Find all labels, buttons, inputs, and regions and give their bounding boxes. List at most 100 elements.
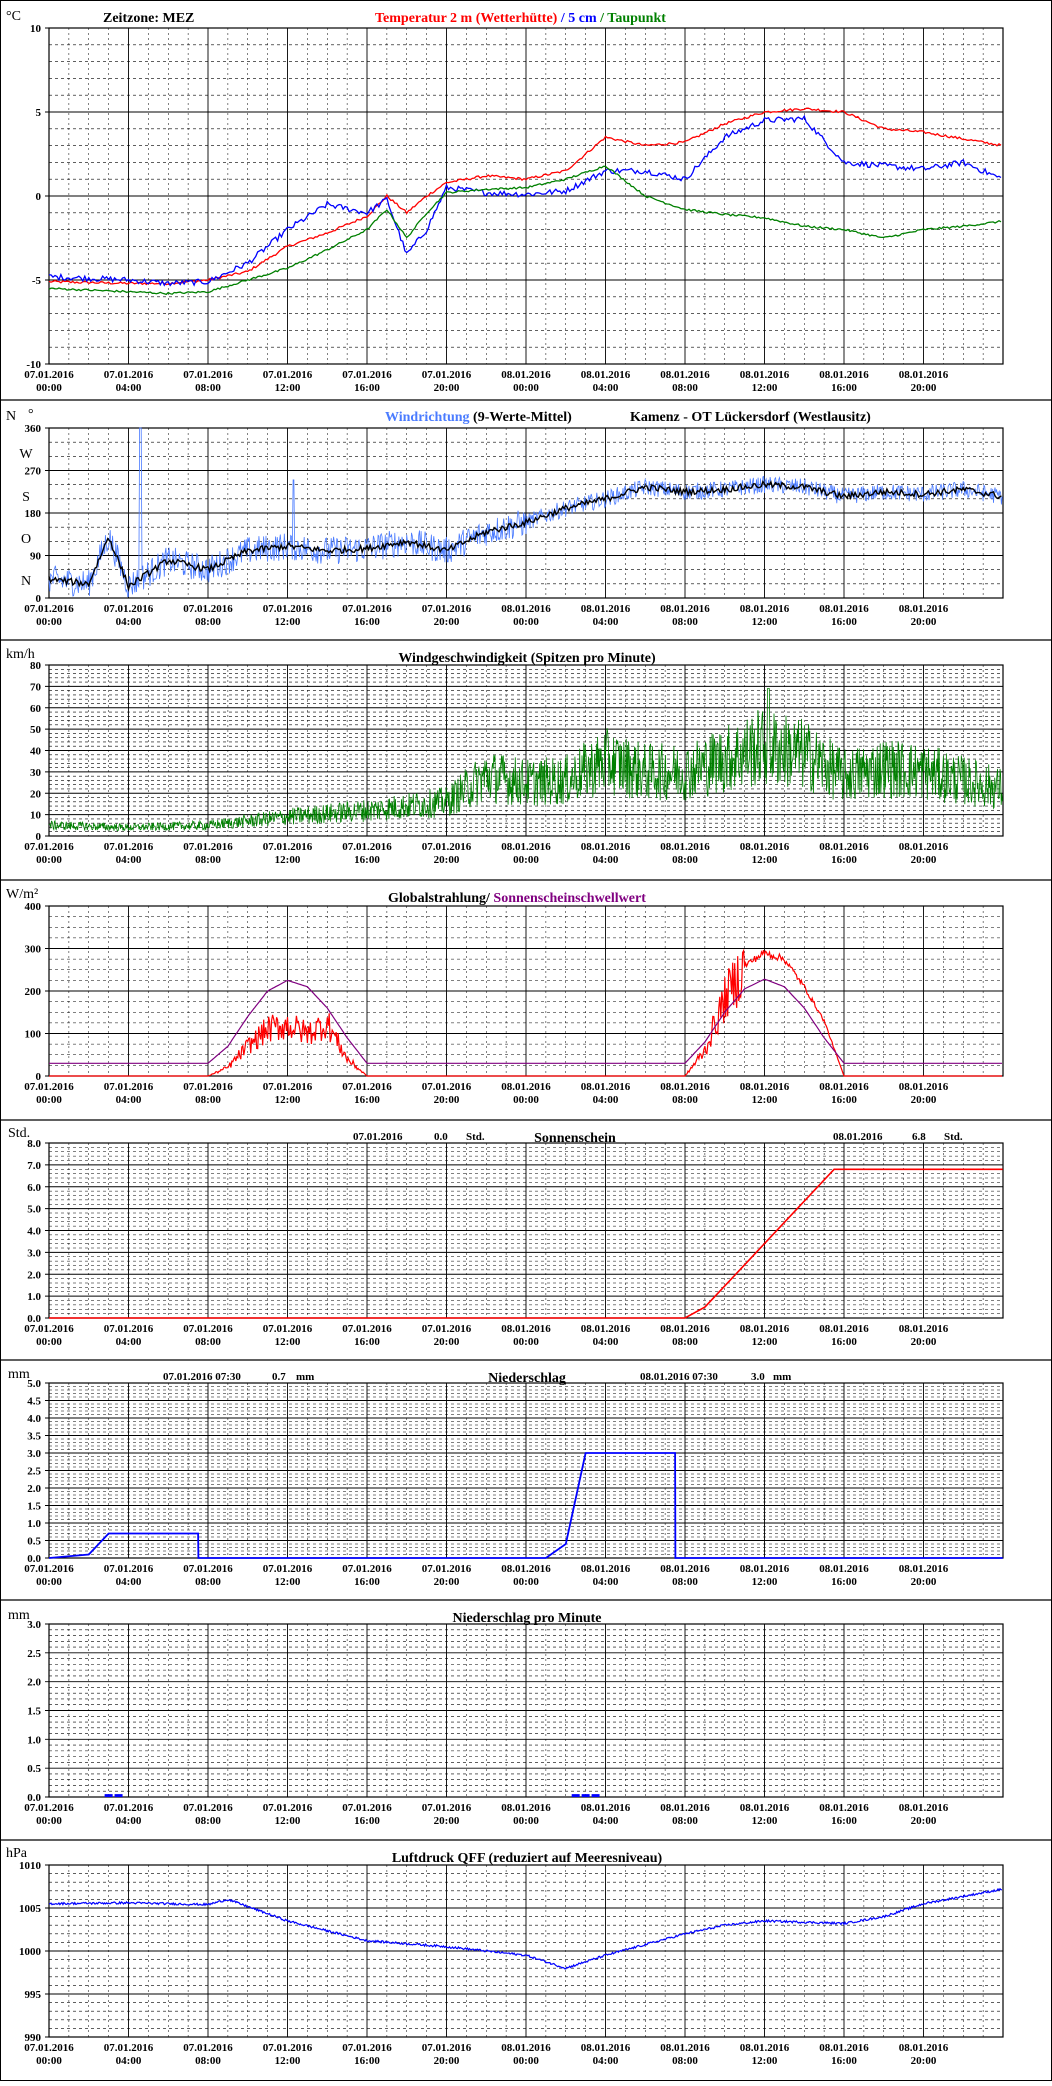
x-tick-time: 00:00 [513, 1336, 539, 1348]
series-line-1 [49, 978, 1002, 1064]
panel-temp: 1050-5-1007.01.201600:0007.01.201604:000… [0, 9, 1052, 401]
x-tick-date: 08.01.2016 [660, 1323, 710, 1335]
x-tick-date: 07.01.2016 [183, 369, 233, 381]
x-tick-date: 08.01.2016 [819, 2042, 869, 2054]
summary-unit-1: Std. [466, 1131, 485, 1143]
chart-title: Temperatur 2 m (Wetterhütte) / 5 cm / Ta… [375, 11, 666, 26]
x-tick-date: 07.01.2016 [342, 369, 392, 381]
chart-title: Luftdruck QFF (reduziert auf Meeresnivea… [392, 1851, 663, 1866]
x-tick-date: 07.01.2016 [24, 1081, 74, 1093]
panel-precipmin: 3.02.52.01.51.00.50.007.01.201600:0007.0… [0, 1608, 1052, 1841]
x-tick-date: 07.01.2016 [183, 1323, 233, 1335]
x-tick-date: 07.01.2016 [183, 841, 233, 853]
chart-title: Windrichtung (9-Werte-Mittel) [385, 410, 572, 425]
x-tick-time: 08:00 [195, 382, 221, 394]
x-tick-time: 16:00 [354, 1094, 380, 1106]
x-tick-time: 16:00 [831, 854, 857, 866]
x-tick-time: 00:00 [513, 1094, 539, 1106]
chart-title: Sonnenschein [534, 1131, 616, 1146]
x-tick-time: 00:00 [513, 616, 539, 628]
x-tick-date: 08.01.2016 [501, 603, 551, 615]
x-tick-date: 07.01.2016 [104, 841, 154, 853]
chart-title: Niederschlag pro Minute [452, 1611, 601, 1626]
x-tick-time: 20:00 [434, 1576, 460, 1588]
y-tick-label: 60 [30, 703, 42, 715]
x-tick-date: 08.01.2016 [501, 841, 551, 853]
y-tick-label: 8.0 [27, 1138, 41, 1150]
y-tick-label: 2.5 [27, 1466, 41, 1478]
x-tick-date: 08.01.2016 [660, 1081, 710, 1093]
x-tick-time: 20:00 [911, 1815, 937, 1827]
x-tick-time: 16:00 [354, 1815, 380, 1827]
title-winddir-note: (9-Werte-Mittel) [470, 410, 573, 425]
plot-frame [48, 664, 1004, 837]
panel-rad: 400300200100007.01.201600:0007.01.201604… [0, 887, 1052, 1121]
y-unit-label: hPa [6, 1846, 28, 1861]
series-line-0 [49, 948, 1002, 1077]
y-tick-label: 0.5 [27, 1536, 41, 1548]
x-tick-time: 00:00 [513, 382, 539, 394]
x-tick-time: 00:00 [36, 854, 62, 866]
summary-value-1: 0.0 [434, 1131, 448, 1143]
x-tick-date: 07.01.2016 [342, 1081, 392, 1093]
y-tick-label: 1.0 [27, 1734, 41, 1746]
x-tick-date: 08.01.2016 [581, 1323, 631, 1335]
x-tick-date: 07.01.2016 [183, 1081, 233, 1093]
x-tick-time: 00:00 [36, 1336, 62, 1348]
x-tick-date: 08.01.2016 [660, 369, 710, 381]
x-tick-time: 12:00 [752, 382, 778, 394]
x-tick-time: 12:00 [275, 1576, 301, 1588]
x-tick-time: 16:00 [354, 854, 380, 866]
summary-unit-1: mm [296, 1371, 314, 1383]
x-tick-date: 07.01.2016 [342, 2042, 392, 2054]
summary-unit-2: Std. [944, 1131, 963, 1143]
compass-letter: S [22, 490, 30, 505]
x-tick-time: 04:00 [593, 1336, 619, 1348]
y-unit-label: Std. [8, 1126, 30, 1141]
y-tick-label: 70 [30, 681, 42, 693]
y-tick-label: 995 [25, 1989, 42, 2001]
x-tick-date: 07.01.2016 [24, 841, 74, 853]
x-tick-date: 07.01.2016 [24, 1563, 74, 1575]
x-tick-time: 08:00 [672, 2055, 698, 2067]
x-tick-date: 07.01.2016 [342, 1563, 392, 1575]
x-tick-time: 20:00 [911, 382, 937, 394]
x-tick-time: 04:00 [116, 616, 142, 628]
title-threshold: Sonnenscheinschwellwert [493, 891, 646, 906]
y-tick-label: 990 [25, 2032, 42, 2044]
x-tick-time: 08:00 [195, 616, 221, 628]
x-tick-date: 08.01.2016 [501, 1563, 551, 1575]
x-tick-time: 12:00 [752, 2055, 778, 2067]
x-tick-date: 08.01.2016 [899, 369, 949, 381]
x-tick-date: 08.01.2016 [740, 1802, 790, 1814]
x-tick-time: 20:00 [434, 1815, 460, 1827]
y-tick-label: 6.0 [27, 1182, 41, 1194]
x-tick-time: 12:00 [275, 616, 301, 628]
x-tick-time: 16:00 [354, 1576, 380, 1588]
x-tick-date: 07.01.2016 [24, 1323, 74, 1335]
y-tick-label: 400 [25, 901, 42, 913]
y-tick-label: 5 [36, 107, 42, 119]
x-tick-time: 08:00 [672, 854, 698, 866]
x-tick-time: 12:00 [752, 854, 778, 866]
x-tick-date: 07.01.2016 [342, 603, 392, 615]
x-tick-date: 08.01.2016 [899, 1802, 949, 1814]
x-tick-date: 07.01.2016 [422, 1323, 472, 1335]
y-tick-label: 0.0 [27, 1313, 41, 1325]
x-tick-date: 07.01.2016 [24, 369, 74, 381]
x-tick-date: 07.01.2016 [263, 369, 313, 381]
timezone-label: Zeitzone: MEZ [103, 11, 194, 26]
x-tick-date: 07.01.2016 [263, 603, 313, 615]
y-tick-label: 5.0 [27, 1378, 41, 1390]
series-wind [48, 688, 1003, 832]
x-tick-time: 20:00 [911, 1094, 937, 1106]
x-tick-date: 08.01.2016 [740, 1563, 790, 1575]
x-tick-time: 16:00 [831, 1815, 857, 1827]
y-tick-label: 1.0 [27, 1291, 41, 1303]
x-tick-time: 04:00 [116, 382, 142, 394]
summary-date-1: 07.01.2016 07:30 [163, 1371, 241, 1383]
y-tick-label: 1005 [19, 1903, 42, 1915]
x-tick-date: 07.01.2016 [422, 841, 472, 853]
x-tick-time: 20:00 [434, 382, 460, 394]
